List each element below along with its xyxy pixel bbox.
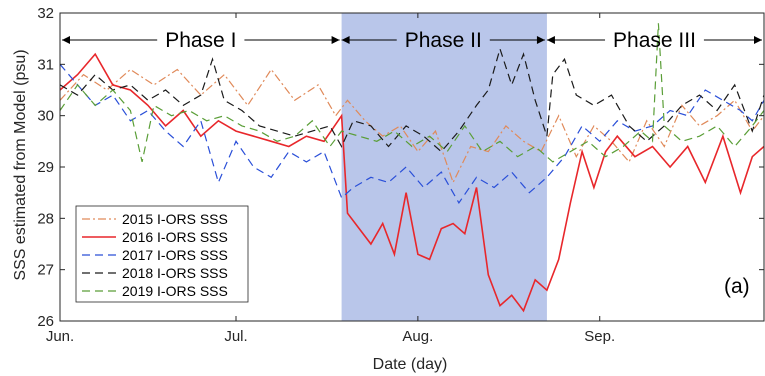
x-tick-label: Jun. bbox=[46, 328, 74, 345]
y-tick-label: 31 bbox=[37, 56, 54, 73]
series-line-2019 bbox=[59, 23, 765, 163]
legend-entry: 2015 I-ORS SSS bbox=[122, 211, 228, 227]
y-tick-label: 32 bbox=[37, 5, 54, 22]
legend-entry: 2018 I-ORS SSS bbox=[122, 265, 228, 281]
panel-label: (a) bbox=[724, 275, 750, 298]
y-tick-label: 26 bbox=[37, 313, 54, 330]
y-tick-label: 27 bbox=[37, 262, 54, 279]
y-tick-label: 30 bbox=[37, 108, 54, 125]
x-tick-label: Jul. bbox=[224, 328, 247, 345]
series-line-2015 bbox=[59, 68, 765, 184]
arrowhead-right bbox=[536, 36, 545, 44]
phase-ii-shaded-region bbox=[341, 13, 547, 321]
legend-entry: 2017 I-ORS SSS bbox=[122, 247, 228, 263]
legend-box bbox=[75, 205, 249, 303]
arrowhead-right bbox=[331, 36, 340, 44]
x-tick-label: Sep. bbox=[584, 328, 615, 345]
arrowhead-left bbox=[341, 36, 350, 44]
y-tick-label: 29 bbox=[37, 159, 54, 176]
arrowhead-left bbox=[546, 36, 555, 44]
legend-entry: 2016 I-ORS SSS bbox=[122, 229, 228, 245]
series-line-2016 bbox=[59, 52, 765, 313]
shaded-region bbox=[341, 13, 547, 321]
y-axis-label: SSS estimated from Model (psu) bbox=[12, 49, 29, 280]
axis-ticks: 26 27 28 29 30 31 32 Jun. Jul. Aug. Sep. bbox=[37, 5, 764, 345]
series-lines bbox=[59, 23, 765, 313]
phase-label: Phase III bbox=[613, 29, 696, 52]
legend-entry: 2019 I-ORS SSS bbox=[122, 283, 228, 299]
arrowhead-left bbox=[62, 36, 70, 44]
phase-annotations: Phase I Phase II Phase III bbox=[62, 29, 762, 52]
y-tick-label: 28 bbox=[37, 210, 54, 227]
x-axis-label: Date (day) bbox=[373, 356, 448, 373]
phase-label: Phase I bbox=[165, 29, 236, 52]
series-line-2017 bbox=[59, 63, 765, 205]
arrowhead-right bbox=[754, 36, 762, 44]
phase-label: Phase II bbox=[405, 29, 482, 52]
x-tick-label: Aug. bbox=[402, 328, 433, 345]
legend: 2015 I-ORS SSS 2016 I-ORS SSS 2017 I-ORS S… bbox=[75, 205, 249, 303]
